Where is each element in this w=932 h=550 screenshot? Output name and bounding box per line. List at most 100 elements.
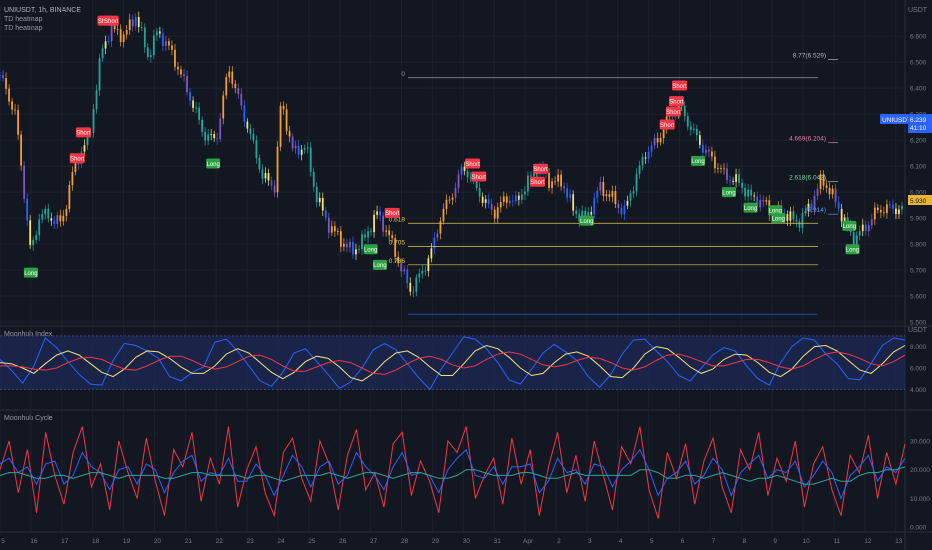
candle-body xyxy=(86,132,89,146)
candle-body xyxy=(8,88,10,102)
candle-body xyxy=(309,147,312,172)
candle-body xyxy=(698,135,701,145)
candle-body xyxy=(270,180,273,186)
time-tick-label: 18 xyxy=(92,538,100,545)
price-pane[interactable] xyxy=(0,11,903,298)
cycle-pane[interactable] xyxy=(0,426,906,519)
index-pane-title[interactable]: Moonhub Index xyxy=(4,331,53,338)
candle-body xyxy=(101,48,104,59)
candle-body xyxy=(804,210,807,214)
svg-text:Short: Short xyxy=(104,19,119,25)
time-tick-label: 31 xyxy=(494,538,502,545)
price-tick-label: 6.500 xyxy=(910,60,927,67)
cycle-pane-title[interactable]: Moonhub Cycle xyxy=(4,415,53,422)
candle-body xyxy=(436,233,439,238)
time-tick-label: 27 xyxy=(370,538,378,545)
candle-body xyxy=(810,203,813,210)
candle-body xyxy=(520,194,523,200)
candle-body xyxy=(864,224,867,232)
svg-text:Long: Long xyxy=(769,209,782,215)
candle-body xyxy=(225,77,228,96)
candle-body xyxy=(816,189,819,196)
time-tick-label: 2 xyxy=(557,538,561,545)
candle-body xyxy=(376,211,378,215)
candle-body xyxy=(95,90,98,110)
candle-body xyxy=(240,93,243,106)
candle-body xyxy=(635,173,638,192)
candle-body xyxy=(267,173,270,181)
candle-body xyxy=(533,171,535,177)
candle-body xyxy=(901,205,903,210)
candle-body xyxy=(469,177,472,179)
candle-body xyxy=(26,198,29,221)
symbol-label[interactable]: UNIUSDT, 1h, BINANCE xyxy=(4,7,82,14)
candle-body xyxy=(258,158,261,170)
candle-body xyxy=(599,181,602,191)
candle-body xyxy=(898,209,900,215)
candle-body xyxy=(23,165,26,199)
long-signal: Long xyxy=(743,202,758,213)
svg-text:Long: Long xyxy=(744,206,757,212)
candle-body xyxy=(798,221,801,228)
short-signal: Short xyxy=(665,106,681,117)
candle-body xyxy=(50,218,53,221)
candle-body xyxy=(47,208,50,219)
candle-body xyxy=(620,207,623,215)
fib-label: 0.705 xyxy=(389,240,406,247)
candle-body xyxy=(418,273,421,278)
candle-body xyxy=(388,230,391,236)
price-tick-label: 5.900 xyxy=(910,216,927,223)
time-tick-label: 4 xyxy=(619,538,623,545)
candle-body xyxy=(726,168,728,181)
candle-body xyxy=(653,138,656,146)
candle-body xyxy=(20,134,23,166)
indicator-label-2[interactable]: TD heatmap xyxy=(4,25,43,32)
candle-body xyxy=(361,234,363,250)
candle-body xyxy=(385,230,388,232)
indicator-label-1[interactable]: TD heatmap xyxy=(4,16,43,23)
svg-text:Short: Short xyxy=(385,211,400,217)
candle-body xyxy=(113,23,116,30)
candle-body xyxy=(183,74,185,77)
short-signal: Short xyxy=(659,119,675,130)
candle-body xyxy=(207,134,210,141)
candle-body xyxy=(662,129,665,139)
index-pane[interactable] xyxy=(0,336,906,391)
index-band xyxy=(0,335,905,390)
candle-body xyxy=(789,211,792,221)
candle-body xyxy=(511,200,514,202)
candle-body xyxy=(738,174,740,183)
candle-body xyxy=(608,194,611,197)
time-axis[interactable]: 5 16 17 18 19 20 21 22 23 24 25 26 27 28 29 30 31 Apr 2 3 4 5… xyxy=(1,538,903,545)
candle-body xyxy=(41,214,44,220)
candle-body xyxy=(421,270,424,274)
candle-body xyxy=(38,219,41,236)
candle-body xyxy=(273,185,276,193)
fib-label: 2.618(6.042) xyxy=(789,175,826,182)
time-tick-label: 19 xyxy=(123,538,131,545)
candle-body xyxy=(892,204,894,209)
short-signal: Short xyxy=(69,153,85,164)
candle-body xyxy=(714,156,716,169)
candle-body xyxy=(867,225,870,232)
fib-label: 0.786 xyxy=(389,258,406,265)
candle-body xyxy=(237,88,240,94)
candle-body xyxy=(358,249,360,250)
candle-body xyxy=(638,165,641,174)
candle-body xyxy=(735,174,737,182)
candle-body xyxy=(333,226,336,232)
long-signal: Long xyxy=(372,259,387,270)
candle-body xyxy=(349,241,351,248)
price-axes[interactable]: 6.6006.5006.4006.3006.2006.1006.0005.900… xyxy=(910,34,930,532)
cycle-tick-label: 0.000 xyxy=(910,525,927,532)
candle-body xyxy=(222,95,225,119)
candle-body xyxy=(889,204,891,206)
candle-body xyxy=(656,138,659,143)
cycle-tick-label: 20.000 xyxy=(910,467,930,474)
candle-body xyxy=(524,191,526,195)
candle-body xyxy=(744,187,747,197)
candle-body xyxy=(792,211,795,220)
short-signal: Short xyxy=(75,127,91,138)
svg-text:Short: Short xyxy=(465,162,480,168)
